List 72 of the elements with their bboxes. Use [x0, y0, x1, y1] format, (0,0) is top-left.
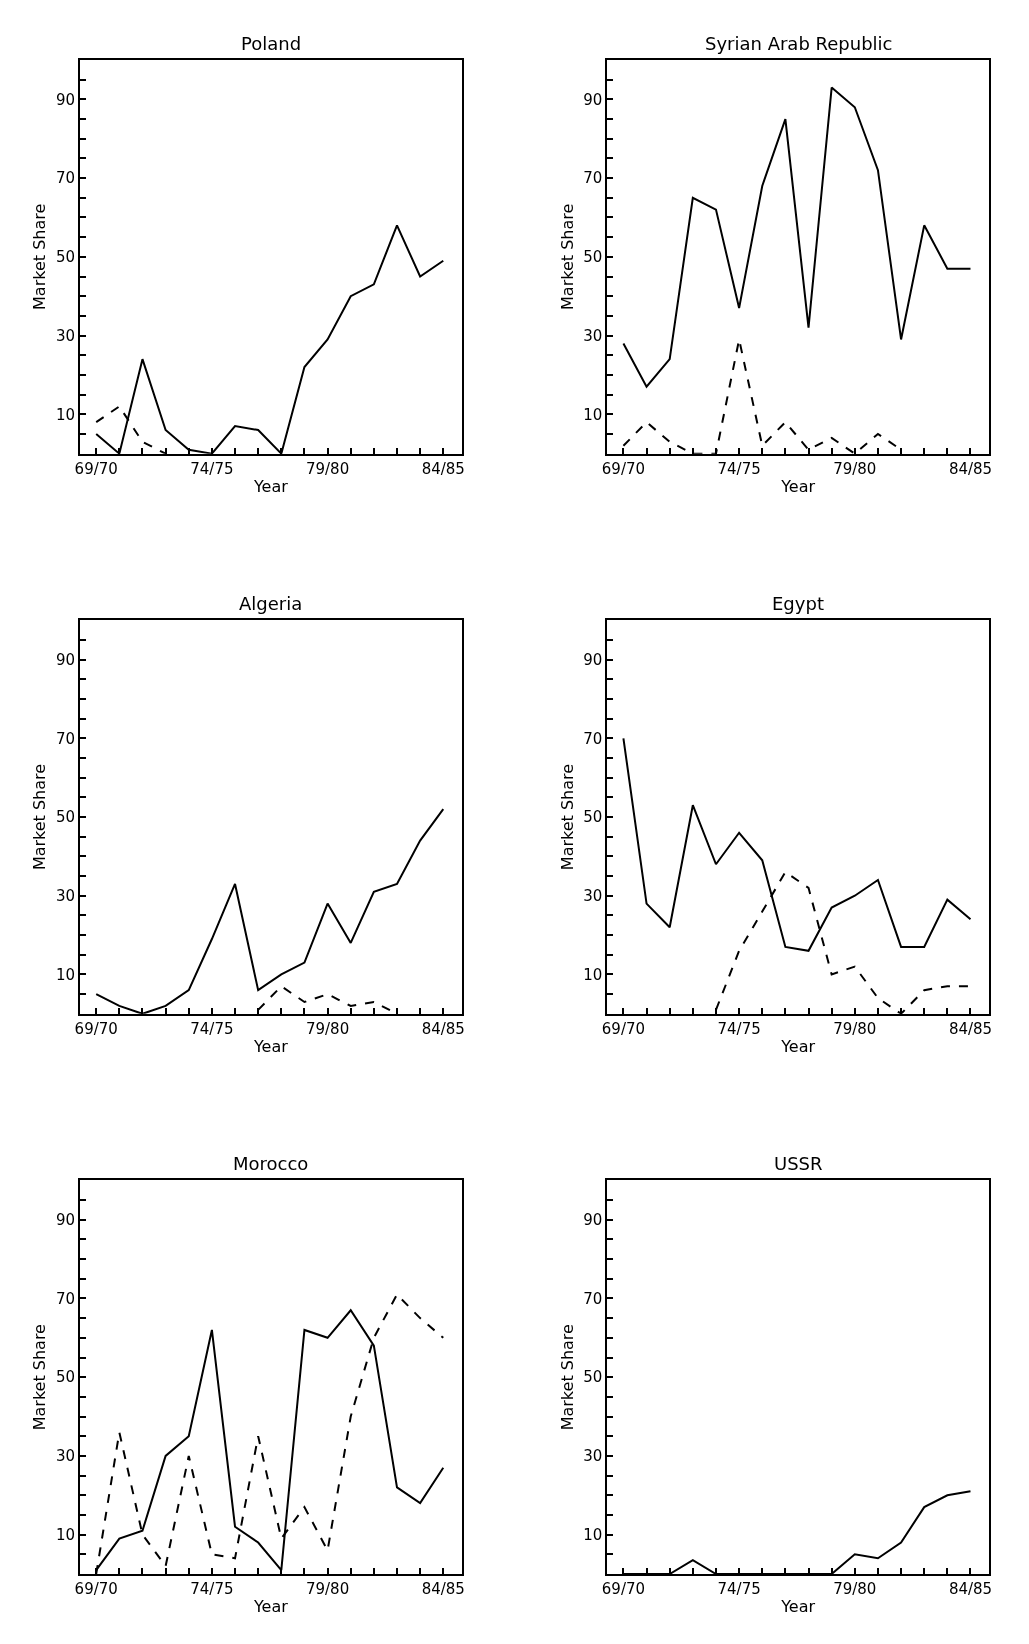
x-tick-label: 69/70	[601, 459, 646, 478]
x-tick-label: 74/75	[717, 1019, 761, 1038]
x-tick-label: 74/75	[190, 1019, 234, 1038]
x-tick-label: 84/85	[948, 1580, 993, 1598]
y-tick-label: 30	[55, 326, 75, 345]
x-tick-label: 84/85	[421, 459, 465, 478]
chart-title: Syrian Arab Republic	[705, 33, 893, 54]
y-tick-label: 10	[583, 965, 603, 984]
x-tick-label: 79/80	[833, 1019, 877, 1038]
chart-title: Algeria	[239, 593, 303, 614]
chart-title: USSR	[774, 1153, 823, 1174]
y-tick-label: 50	[55, 248, 75, 267]
y-tick-label: 90	[55, 1210, 75, 1229]
x-tick-label: 69/70	[601, 1019, 646, 1038]
x-axis-title: Year	[252, 1597, 289, 1617]
y-axis-title: Market Share	[557, 203, 577, 310]
chart-title: Egypt	[772, 593, 824, 614]
x-axis-title: Year	[252, 476, 289, 496]
x-tick-label: 79/80	[305, 459, 350, 478]
y-tick-label: 50	[583, 248, 603, 267]
x-tick-label: 74/75	[717, 1580, 761, 1598]
y-tick-label: 10	[583, 1525, 603, 1544]
y-tick-label: 10	[55, 965, 75, 984]
y-tick-label: 70	[55, 169, 75, 188]
y-tick-label: 70	[583, 169, 603, 188]
y-tick-label: 10	[55, 1525, 75, 1544]
x-tick-label: 84/85	[421, 1019, 465, 1038]
x-axis-title: Year	[780, 1597, 816, 1617]
y-tick-label: 50	[55, 1368, 75, 1387]
x-tick-label: 69/70	[74, 459, 118, 478]
y-tick-label: 70	[583, 1289, 603, 1308]
x-tick-label: 74/75	[190, 459, 234, 478]
y-tick-label: 50	[55, 808, 75, 827]
x-axis-title: Year	[252, 1037, 289, 1057]
y-tick-label: 70	[55, 1289, 75, 1308]
x-tick-label: 79/80	[833, 459, 877, 478]
x-axis-title: Year	[780, 476, 816, 496]
y-tick-label: 30	[583, 886, 603, 905]
y-tick-label: 90	[55, 650, 75, 669]
x-axis-title: Year	[780, 1037, 816, 1057]
x-tick-label: 84/85	[948, 1019, 993, 1038]
y-tick-label: 10	[583, 405, 603, 424]
y-tick-label: 30	[55, 1447, 75, 1466]
x-tick-label: 69/70	[74, 1580, 118, 1598]
y-tick-label: 70	[55, 729, 75, 748]
x-tick-label: 79/80	[305, 1019, 350, 1038]
y-tick-label: 10	[55, 405, 75, 424]
y-tick-label: 50	[583, 808, 603, 827]
y-tick-label: 30	[583, 326, 603, 345]
y-axis-title: Market Share	[557, 763, 577, 871]
y-tick-label: 90	[583, 1210, 603, 1229]
x-tick-label: 79/80	[833, 1580, 877, 1598]
x-tick-label: 69/70	[74, 1019, 118, 1038]
chart-title: Morocco	[233, 1153, 309, 1174]
y-tick-label: 90	[55, 90, 75, 109]
y-tick-label: 90	[583, 650, 603, 669]
x-tick-label: 79/80	[305, 1580, 350, 1598]
y-tick-label: 50	[583, 1368, 603, 1387]
y-axis-title: Market Share	[30, 1324, 50, 1431]
x-tick-label: 84/85	[421, 1580, 465, 1598]
x-tick-label: 84/85	[948, 459, 993, 478]
y-axis-title: Market Share	[30, 763, 50, 871]
x-tick-label: 69/70	[601, 1580, 646, 1598]
x-tick-label: 74/75	[190, 1580, 234, 1598]
y-axis-title: Market Share	[30, 203, 50, 310]
y-tick-label: 90	[583, 90, 603, 109]
y-tick-label: 70	[583, 729, 603, 748]
y-tick-label: 30	[55, 886, 75, 905]
y-tick-label: 30	[583, 1447, 603, 1466]
x-tick-label: 74/75	[717, 459, 761, 478]
chart-title: Poland	[241, 33, 302, 54]
y-axis-title: Market Share	[557, 1324, 577, 1431]
